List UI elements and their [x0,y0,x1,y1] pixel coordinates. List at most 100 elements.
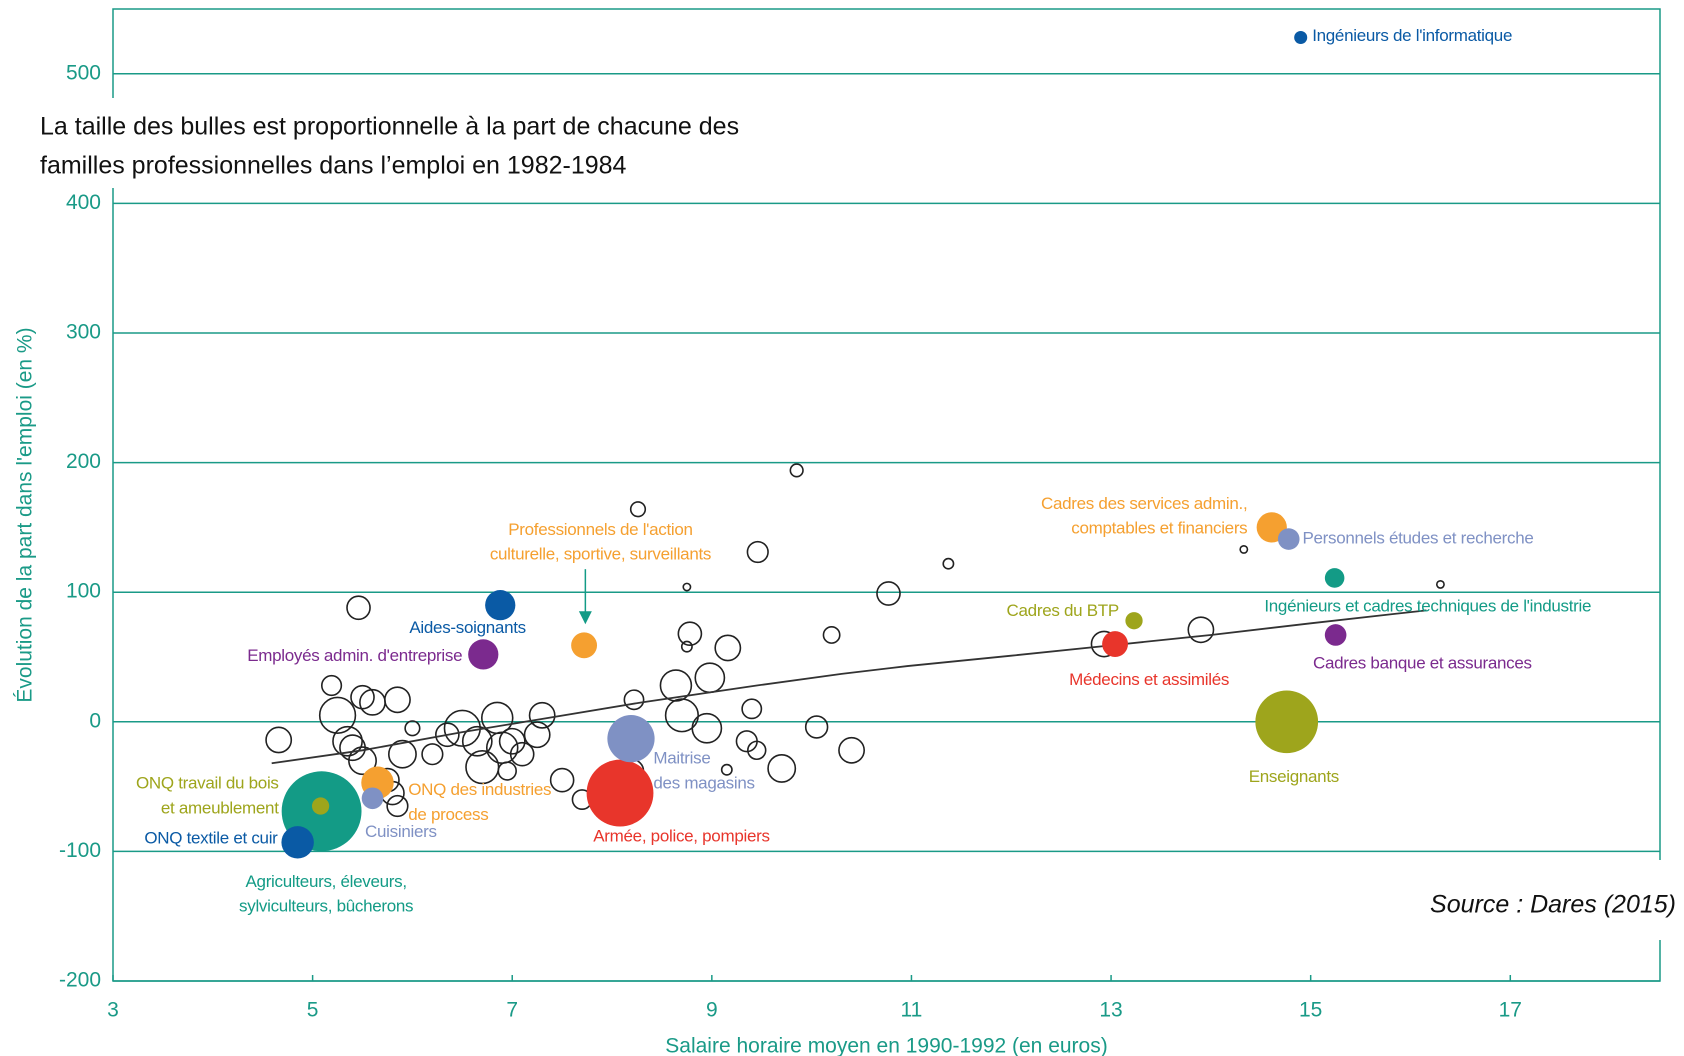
note: La taille des bulles est proportionnelle… [40,113,739,141]
bubble [1324,568,1345,588]
note: familles professionnelles dans l’emploi … [40,152,627,180]
y-axis-label: Évolution de la part dans l'emploi (en %… [14,327,37,702]
bubble [942,557,955,570]
bubble [1239,544,1249,554]
bubble-label: ONQ des industries [408,780,551,799]
bubble [386,794,409,818]
x-axis-label: Salaire horaire moyen en 1990-1992 (en e… [665,1035,1107,1056]
bubble [435,722,460,748]
bubble [677,621,703,646]
bubble [265,726,293,754]
bubble [465,750,500,785]
bubble [822,626,841,644]
source: Source : Dares (2015) [1430,891,1676,919]
bubble [682,582,692,592]
bubble-label: de process [408,805,488,824]
bubble-label: Cuisiniers [365,822,437,841]
y-tick-label: 100 [66,580,101,603]
x-tick-label: 7 [506,999,518,1022]
bubble-label: ONQ travail du bois [136,774,279,793]
arrow-head [578,611,592,625]
bubble [528,701,556,729]
x-tick-label: 15 [1299,999,1322,1022]
x-tick-label: 5 [307,999,319,1022]
bubble [571,632,598,659]
source-box [1390,860,1684,940]
marks [265,30,1445,859]
bubble-label: Cadres des services admin., [1041,494,1247,513]
x-tick-label: 13 [1099,999,1122,1022]
note-box [30,98,870,188]
bubble [468,639,499,670]
bubble-label: comptables et financiers [1071,519,1247,538]
bubble [607,715,655,763]
bubble [714,634,742,662]
bubble [346,595,371,621]
bubble-label: et ameublement [161,798,279,817]
bubble-label: Médecins et assimilés [1069,670,1229,689]
bubble-label: Aides-soignants [409,618,525,637]
bubble-label: Cadres du BTP [1007,601,1119,620]
bubble [361,787,384,810]
bubble [1294,30,1308,45]
bubble [523,721,551,749]
bubble [664,698,699,733]
bubble [461,725,493,757]
x-tick-label: 3 [107,999,119,1022]
bubble [509,741,535,767]
bubble [1187,616,1215,644]
y-tick-label: -200 [59,969,101,992]
bubble [741,698,763,720]
bubble [311,797,330,815]
bubble-label: sylviculteurs, bûcherons [239,897,413,916]
y-tick-label: 400 [66,191,101,214]
bubble-label: Ingénieurs et cadres techniques de l'ind… [1264,596,1591,615]
x-tick-label: 9 [706,999,718,1022]
bubble [1102,631,1128,657]
bubble [388,739,417,769]
bubble [720,763,733,776]
bubble [549,767,575,793]
bubble [1255,690,1319,754]
plot-base: -200 -100 0 100 200 300 400 500 3 5 7 9 11 13 15 17 Sala… [14,8,1661,1056]
bubble [789,463,804,478]
bubble [320,674,343,697]
bubble [623,689,645,711]
bubble [348,746,377,776]
bubble-label: Employés admin. d'entreprise [247,646,462,665]
bubble [281,826,314,859]
bubble [1324,624,1347,646]
bubble [318,696,357,734]
bubble [876,581,901,606]
bubble [404,720,421,737]
y-tick-label: 500 [66,61,101,84]
bubble-label: Enseignants [1249,767,1339,786]
bubble [1277,528,1300,550]
bubble [421,743,444,766]
bubble [691,712,723,744]
bubble [384,686,411,714]
bubble [498,727,526,755]
bubble [485,590,516,621]
bubble [1125,612,1143,630]
bubble [443,709,481,747]
bubble-label: Ingénieurs de l'informatique [1312,26,1512,45]
bubble [747,740,767,761]
x-tick-label: 11 [901,999,923,1022]
bubble [332,725,363,757]
bubble [350,684,375,710]
bubble [767,754,797,783]
y-tick-label: -100 [59,839,101,862]
bubble [838,736,865,764]
trend-line [271,609,1427,765]
bubble-label: des magasins [653,774,754,793]
overlay: Ingénieurs de l'informatique Aides-soigna… [30,26,1684,940]
bubble [680,640,693,653]
bubble-label: ONQ textile et cuir [144,829,278,848]
bubble [629,501,647,518]
bubble-label: Armée, police, pompiers [593,826,769,845]
bubble [804,715,829,739]
bubble [659,669,693,702]
y-tick-label: 0 [89,709,101,732]
